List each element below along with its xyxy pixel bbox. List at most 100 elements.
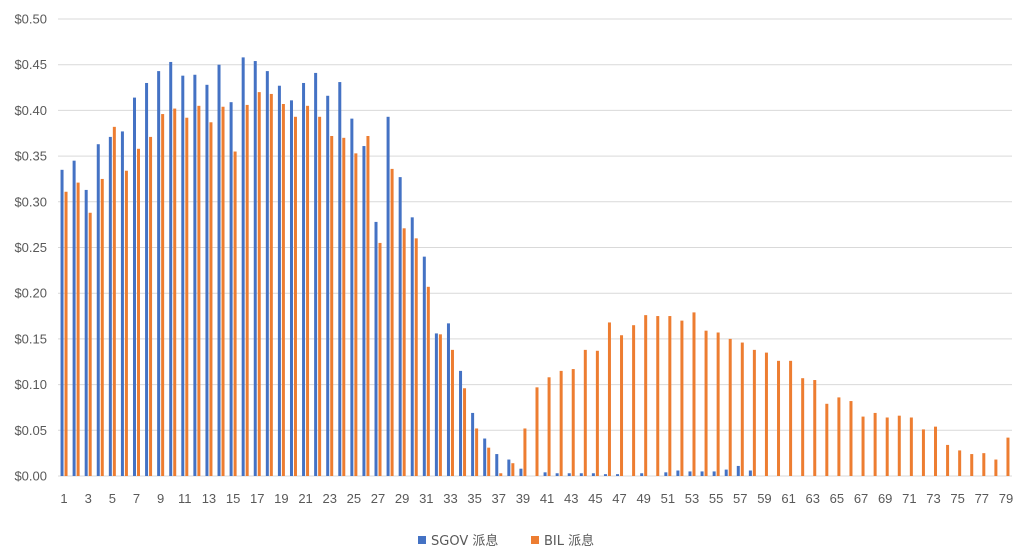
y-axis-tick-labels: $0.00 $0.05 $0.10 $0.15 $0.20 $0.25 $0.30 $0.35… [14,12,47,484]
bar-bil [994,459,998,476]
x-tick-label: 33 [443,491,457,506]
bar-bil [124,170,128,476]
bar-bil [583,349,587,476]
x-tick-label: 29 [395,491,409,506]
bar-sgov [374,221,378,476]
bar-sgov [338,82,342,476]
bar-bil [221,106,225,476]
x-tick-label: 13 [202,491,216,506]
bar-bil [233,151,237,476]
bar-bil [547,377,551,476]
bar-bil [837,397,841,476]
x-tick-label: 43 [564,491,578,506]
legend: SGOV 派息 BIL 派息 [418,533,594,549]
bar-bil [438,334,442,476]
bar-bil [535,387,539,476]
x-tick-label: 11 [178,491,192,506]
y-tick-label: $0.40 [14,103,47,118]
bar-bil [281,104,285,476]
x-tick-label: 3 [85,491,92,506]
x-tick-label: 41 [540,491,554,506]
bar-bil [366,135,370,476]
x-tick-label: 31 [419,491,433,506]
bar-bil [426,286,430,476]
bar-bil [716,332,720,476]
x-tick-label: 57 [733,491,747,506]
bar-sgov [591,473,595,476]
x-tick-label: 17 [250,491,264,506]
bar-bil [257,92,261,477]
bar-bil [825,403,829,476]
bar-sgov [434,333,438,476]
bar-bil [487,447,491,476]
bar-bil [173,108,177,477]
x-tick-label: 73 [926,491,940,506]
bar-bil [789,360,793,476]
bar-bil [197,105,201,476]
bar-bil [245,104,249,476]
bar-sgov [446,323,450,476]
bar-bil [499,473,503,476]
x-tick-label: 47 [612,491,626,506]
bar-sgov [398,177,402,476]
x-tick-label: 1 [60,491,67,506]
x-tick-label: 71 [902,491,916,506]
bar-bil [921,429,925,476]
bar-sgov [543,472,547,476]
bar-bil [777,360,781,476]
bar-bil [64,191,68,476]
bar-bil [764,352,768,476]
bar-bil [559,370,563,476]
bar-bil [475,428,479,476]
bar-sgov [483,438,487,476]
bar-sgov [724,469,728,476]
bar-bil [523,428,527,476]
legend-swatch-bil [531,536,539,544]
x-tick-label: 37 [492,491,506,506]
bar-bil [897,415,901,476]
legend-label-sgov: SGOV 派息 [431,533,498,549]
bar-sgov [326,95,330,476]
x-tick-label: 27 [371,491,385,506]
y-tick-label: $0.00 [14,469,47,484]
x-tick-label: 69 [878,491,892,506]
bar-sgov [108,136,112,476]
bar-bil [390,168,394,476]
bars [60,57,1010,477]
y-tick-label: $0.35 [14,149,47,164]
x-tick-label: 23 [322,491,336,506]
bar-bil [958,450,962,476]
bar-bil [209,122,213,477]
bar-bil [607,322,611,476]
bar-bil [680,320,684,476]
y-tick-label: $0.30 [14,194,47,209]
y-tick-label: $0.15 [14,331,47,346]
bar-sgov [519,468,523,476]
bar-bil [378,242,382,476]
bar-sgov [289,100,293,476]
bar-bil [656,316,660,476]
bar-bil [136,148,140,476]
bar-sgov [314,72,318,477]
bar-bil [740,342,744,476]
bar-sgov [253,61,257,476]
bar-bil [149,136,153,476]
bar-sgov [507,459,511,476]
bar-sgov [132,97,136,476]
x-tick-label: 75 [950,491,964,506]
bar-sgov [120,131,124,476]
y-tick-label: $0.20 [14,286,47,301]
bar-bil [511,463,515,476]
bar-sgov [664,472,668,476]
bar-sgov [96,144,100,476]
x-tick-label: 5 [109,491,116,506]
bar-sgov [640,473,644,476]
x-tick-label: 67 [854,491,868,506]
x-tick-label: 35 [467,491,481,506]
bar-sgov [688,471,692,476]
bar-sgov [386,116,390,476]
bar-bil [704,330,708,476]
legend-label-bil: BIL 派息 [544,533,594,549]
bar-sgov [60,169,64,476]
bar-sgov [169,61,173,476]
